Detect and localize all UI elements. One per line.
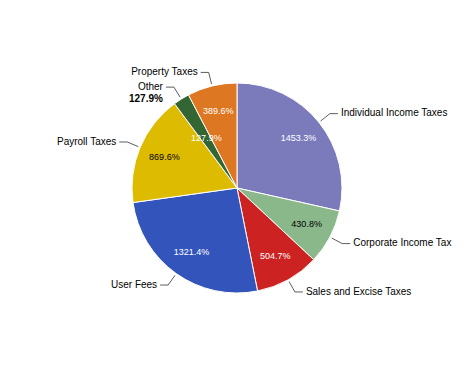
category-label: Corporate Income Tax	[353, 237, 451, 248]
outer-labels: Individual Income Taxes Corporate Income …	[57, 66, 451, 297]
category-label: Payroll Taxes	[57, 136, 116, 147]
connector	[160, 275, 175, 285]
value-label: 127.9%	[191, 133, 222, 143]
value-label: 869.6%	[149, 152, 180, 162]
chart: 1453.3% 430.8% 504.7% 1321.4% 869.6% 127.9% 38…	[0, 0, 474, 376]
value-label: 504.7%	[260, 251, 291, 261]
connector	[289, 282, 303, 292]
value-label: 1321.4%	[174, 247, 210, 257]
value-label: 430.8%	[291, 219, 322, 229]
inner-labels: 1453.3% 430.8% 504.7% 1321.4% 869.6% 127.9% 38…	[149, 106, 322, 261]
value-label: 127.9%	[129, 93, 163, 104]
value-label: 389.6%	[203, 106, 234, 116]
connector	[332, 238, 351, 244]
pie: 1453.3% 430.8% 504.7% 1321.4% 869.6% 127.9% 38…	[57, 66, 451, 297]
category-label: Sales and Excise Taxes	[306, 286, 411, 297]
category-label: Other	[138, 81, 164, 92]
category-label: Individual Income Taxes	[341, 107, 448, 118]
slices	[132, 83, 342, 293]
connector	[321, 114, 338, 121]
connector	[166, 87, 180, 97]
value-label: 1453.3%	[281, 133, 317, 143]
category-label: User Fees	[111, 279, 157, 290]
connector	[201, 72, 212, 84]
slice	[133, 188, 258, 293]
category-label: Property Taxes	[131, 66, 198, 77]
connector	[119, 142, 138, 147]
slice	[188, 83, 237, 188]
